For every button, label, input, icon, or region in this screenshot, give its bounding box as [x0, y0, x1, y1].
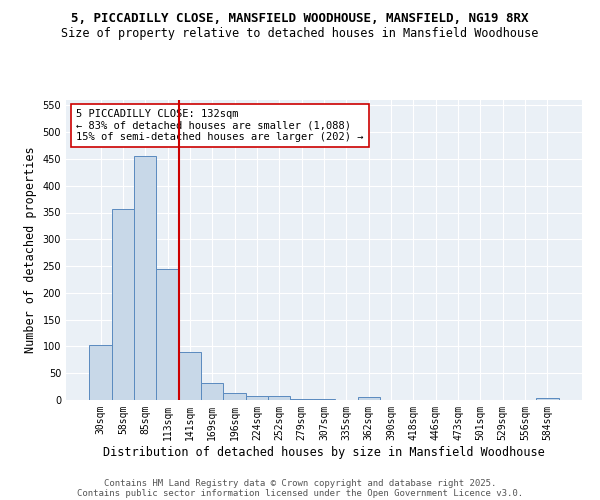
Text: Contains public sector information licensed under the Open Government Licence v3: Contains public sector information licen… [77, 489, 523, 498]
Bar [201, 383, 223, 400]
Bar [268, 396, 290, 400]
Bar [223, 392, 246, 400]
Text: 5 PICCADILLY CLOSE: 132sqm
← 83% of detached houses are smaller (1,088)
15% of s: 5 PICCADILLY CLOSE: 132sqm ← 83% of deta… [76, 109, 364, 142]
Text: Size of property relative to detached houses in Mansfield Woodhouse: Size of property relative to detached ho… [61, 28, 539, 40]
Bar [290, 399, 313, 400]
Bar [89, 345, 112, 400]
Bar [134, 156, 157, 400]
Bar [358, 398, 380, 400]
Y-axis label: Number of detached properties: Number of detached properties [24, 146, 37, 354]
Bar [157, 269, 179, 400]
Bar [179, 352, 201, 400]
X-axis label: Distribution of detached houses by size in Mansfield Woodhouse: Distribution of detached houses by size … [103, 446, 545, 458]
Bar [536, 398, 559, 400]
Bar [112, 209, 134, 400]
Text: Contains HM Land Registry data © Crown copyright and database right 2025.: Contains HM Land Registry data © Crown c… [104, 478, 496, 488]
Text: 5, PICCADILLY CLOSE, MANSFIELD WOODHOUSE, MANSFIELD, NG19 8RX: 5, PICCADILLY CLOSE, MANSFIELD WOODHOUSE… [71, 12, 529, 26]
Bar [246, 396, 268, 400]
